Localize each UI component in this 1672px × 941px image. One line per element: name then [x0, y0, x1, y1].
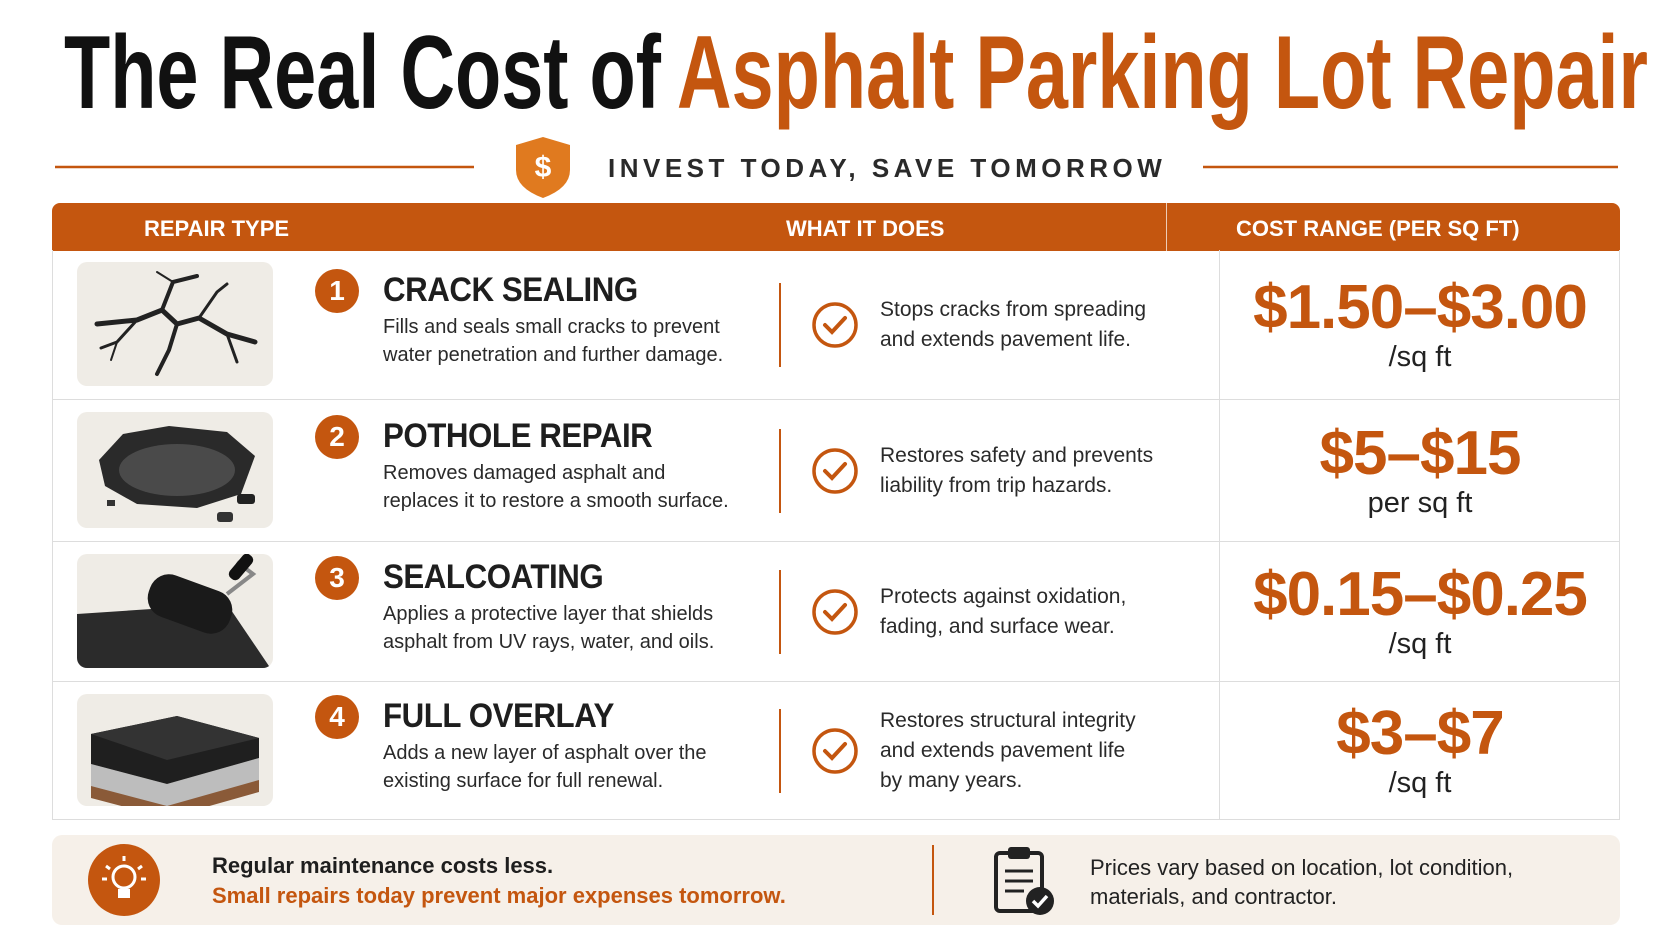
- note: Prices vary based on location, lot condi…: [1090, 853, 1513, 911]
- repair-name: FULL OVERLAY: [383, 697, 614, 735]
- check-icon: [811, 588, 859, 636]
- cost-range: $3–$7/sq ft: [1221, 699, 1619, 800]
- description-line: Adds a new layer of asphalt over the: [383, 742, 707, 764]
- benefit-line: fading, and surface wear.: [880, 615, 1115, 638]
- repair-name: POTHOLE REPAIR: [383, 417, 653, 455]
- note-line: Prices vary based on location, lot condi…: [1090, 855, 1514, 880]
- shield-icon: [516, 137, 570, 198]
- table-row: 2 POTHOLE REPAIR Removes damaged asphalt a…: [53, 400, 1619, 542]
- description-line: Removes damaged asphalt and: [383, 462, 666, 484]
- footer-divider: [932, 845, 934, 915]
- benefit-line: Restores structural integrity: [880, 709, 1136, 732]
- tip-line: Small repairs today prevent major expens…: [212, 883, 786, 908]
- row-divider: [779, 570, 781, 654]
- benefit-line: Protects against oxidation,: [880, 585, 1127, 608]
- description-line: Applies a protective layer that shields: [383, 603, 714, 625]
- column-header: REPAIR TYPE: [144, 216, 290, 241]
- price: $0.15–$0.25: [1253, 560, 1588, 629]
- table-row: 1 CRACK SEALING Fills and seals small crac…: [53, 250, 1619, 400]
- check-icon: [811, 727, 859, 775]
- price: $1.50–$3.00: [1253, 273, 1588, 342]
- repair-description: Adds a new layer of asphalt over the exis…: [383, 739, 707, 795]
- row-number: 1: [315, 269, 359, 313]
- clipboard-icon: [994, 847, 1054, 915]
- illustration: [77, 694, 273, 806]
- tip-line: Regular maintenance costs less.: [212, 853, 554, 878]
- badge: $: [535, 151, 552, 184]
- row-number: 2: [315, 415, 359, 459]
- cost-range: $5–$15 per sq ft: [1221, 419, 1619, 520]
- header-divider: [1166, 203, 1167, 251]
- note-line: materials, and contractor.: [1090, 884, 1338, 909]
- benefit-line: and extends pavement life: [880, 739, 1126, 762]
- description-line: water penetration and further damage.: [383, 344, 724, 366]
- repair-description: Applies a protective layer that shields a…: [383, 600, 714, 656]
- table-row: 4 FULL OVERLAY Adds a new layer of asphalt…: [53, 682, 1619, 820]
- table-row: 3 SEALCOATING Applies a protective layer t…: [53, 542, 1619, 682]
- tagline: INVEST TODAY, SAVE TOMORROW: [608, 153, 1166, 183]
- description-line: replaces it to restore a smooth surface.: [383, 490, 729, 512]
- row-number: 3: [315, 556, 359, 600]
- description-line: Fills and seals small cracks to prevent: [383, 316, 720, 338]
- cost-range: $0.15–$0.25/sq ft: [1221, 560, 1619, 661]
- illustration: [77, 554, 273, 668]
- illustration: [77, 262, 273, 386]
- benefit-line: Restores safety and prevents: [880, 444, 1154, 467]
- illustration: [77, 412, 273, 528]
- row-divider: [779, 429, 781, 513]
- price-unit: /sq ft: [1388, 767, 1452, 799]
- repair-description: Fills and seals small cracks to prevent w…: [383, 313, 723, 369]
- price-unit: /sq ft: [1388, 628, 1452, 660]
- cost-range: $1.50–$3.00/sq ft: [1221, 273, 1619, 374]
- benefit: Protects against oxidation, fading, and s…: [880, 582, 1126, 642]
- bulb-icon: [88, 844, 160, 916]
- benefit-line: Stops cracks from spreading: [880, 298, 1147, 321]
- check-icon: [811, 447, 859, 495]
- title-accent: Asphalt Parking Lot Repair: [677, 15, 1648, 131]
- header: The Real Cost ofAsphalt Parking Lot Repa…: [55, 15, 1648, 198]
- column-header: COST RANGE (PER SQ FT): [1236, 216, 1520, 241]
- benefit-line: by many years.: [880, 769, 1023, 792]
- benefit: Restores safety and prevents liability fr…: [880, 441, 1153, 501]
- price: $5–$15: [1319, 419, 1522, 488]
- repair-name: CRACK SEALING: [383, 271, 638, 309]
- repair-name: SEALCOATING: [383, 558, 604, 596]
- footer: Regular maintenance costs less. Small re…: [52, 835, 1620, 925]
- column-header: WHAT IT DOES: [786, 216, 945, 241]
- benefit: Restores structural integrity and extends…: [880, 706, 1136, 796]
- benefit: Stops cracks from spreading and extends p…: [880, 295, 1146, 355]
- check-icon: [811, 301, 859, 349]
- row-divider: [779, 709, 781, 793]
- column-divider: [1219, 250, 1220, 820]
- benefit-line: liability from trip hazards.: [880, 474, 1113, 497]
- row-number: 4: [315, 695, 359, 739]
- row-divider: [779, 283, 781, 367]
- table-header: REPAIR TYPE WHAT IT DOES COST RANGE (PER…: [52, 203, 1620, 251]
- price-unit: /sq ft: [1388, 341, 1452, 373]
- description-line: asphalt from UV rays, water, and oils.: [383, 631, 715, 653]
- repair-description: Removes damaged asphalt and replaces it t…: [383, 459, 729, 515]
- title-dark: The Real Cost of: [64, 15, 661, 131]
- title: The Real Cost ofAsphalt Parking Lot Repa…: [64, 15, 1648, 131]
- benefit-line: and extends pavement life.: [880, 328, 1131, 351]
- price-unit: per sq ft: [1367, 487, 1473, 519]
- table: 1 CRACK SEALING Fills and seals small crac…: [52, 250, 1620, 820]
- description-line: existing surface for full renewal.: [383, 770, 664, 792]
- price: $3–$7: [1336, 699, 1504, 768]
